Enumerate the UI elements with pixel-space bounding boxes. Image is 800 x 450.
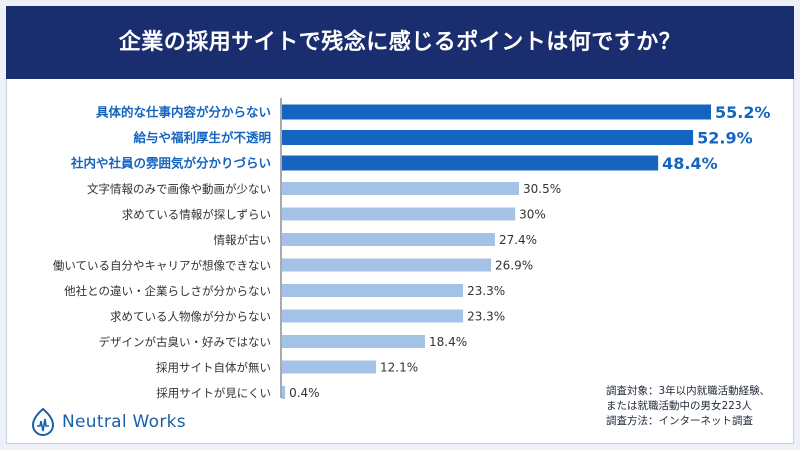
value-label: 30.5%: [523, 182, 561, 196]
category-label: 採用サイト自体が無い: [156, 361, 271, 375]
value-label: 18.4%: [429, 335, 467, 349]
category-label: 給与や福利厚生が不透明: [133, 130, 271, 145]
category-label: 情報が古い: [214, 233, 272, 247]
neutral-works-logo-icon: [31, 407, 55, 436]
value-label: 30%: [519, 208, 546, 222]
brand-logo: Neutral Works: [30, 406, 186, 438]
chart-title: 企業の採用サイトで残念に感じるポイントは何ですか？: [118, 30, 682, 55]
category-label: デザインが古臭い・好みではない: [99, 335, 272, 349]
bar: [282, 182, 520, 195]
footnote-target: 調査対象：3年以内就職活動経験、: [606, 385, 771, 397]
survey-footnote: 調査対象：3年以内就職活動経験、 または就職活動中の男女223人 調査方法：イン…: [606, 384, 796, 429]
category-label: 求めている人物像が分からない: [110, 310, 271, 324]
value-label: 23.3%: [467, 284, 505, 298]
value-label: 52.9%: [697, 129, 753, 148]
category-label: 社内や社員の雰囲気が分かりづらい: [70, 156, 271, 171]
bar: [282, 233, 495, 246]
category-label: 働いている自分やキャリアが想像できない: [53, 259, 271, 273]
category-label: 他社との違い・企業らしさが分からない: [64, 284, 271, 298]
value-label: 26.9%: [495, 259, 533, 273]
footnote-method: 調査方法：インターネット調査: [606, 415, 753, 427]
bar: [282, 155, 659, 171]
value-label: 55.2%: [715, 103, 771, 122]
bar: [282, 309, 464, 323]
bar: [282, 360, 377, 374]
footnote-target-cont: または就職活動中の男女223人: [606, 400, 753, 412]
category-label: 文字情報のみで画像や動画が少ない: [87, 182, 271, 196]
bar: [282, 335, 425, 348]
header-bar: [6, 6, 794, 79]
brand-name: Neutral Works: [62, 412, 186, 432]
value-label: 23.3%: [467, 310, 505, 324]
bar: [282, 207, 516, 221]
bar: [282, 258, 492, 272]
category-label: 求めている情報が探しずらい: [122, 208, 271, 222]
value-label: 27.4%: [499, 233, 537, 247]
value-label: 48.4%: [662, 154, 718, 173]
value-label: 0.4%: [289, 386, 320, 400]
bar: [282, 284, 464, 297]
category-label: 具体的な仕事内容が分からない: [95, 105, 271, 120]
bar: [282, 104, 711, 120]
chart-card: [6, 6, 794, 444]
bar: [282, 130, 694, 145]
value-label: 12.1%: [380, 361, 418, 375]
bar: [282, 386, 286, 399]
category-label: 採用サイトが見にくい: [156, 386, 271, 400]
